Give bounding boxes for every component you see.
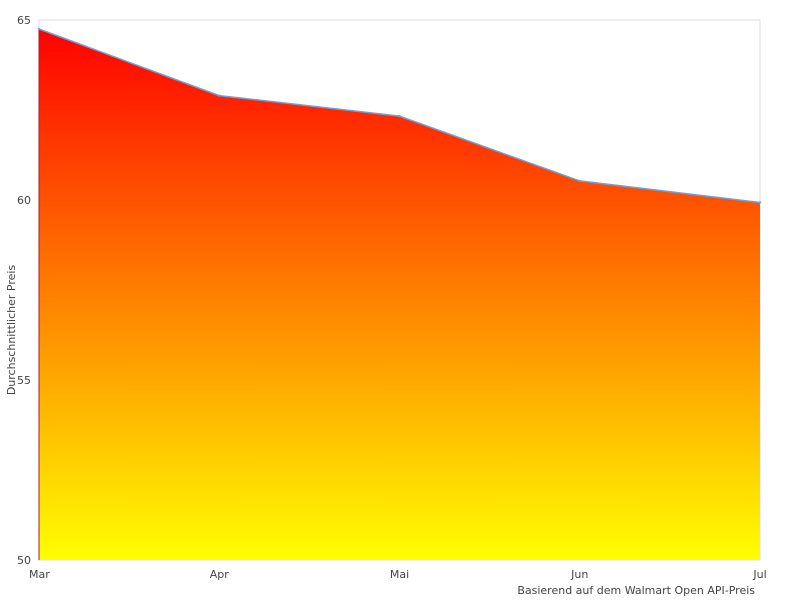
area-fill [39,29,760,560]
y-tick-label: 50 [17,554,31,567]
source-note: Basierend auf dem Walmart Open API-Preis [517,584,755,597]
data-point-mai [398,114,401,118]
data-point-apr [218,94,221,97]
y-axis-ticks: 50 55 60 65 [17,14,31,567]
x-axis-ticks: Mar Apr Mai Jun Jul [29,568,767,581]
data-points [37,27,762,204]
x-tick-label: Mai [390,568,409,581]
x-tick-label: Mar [29,568,50,581]
y-axis-title: Durchschnittlicher Preis [5,265,18,396]
y-tick-label: 60 [17,194,31,207]
y-tick-label: 65 [17,14,31,27]
x-tick-label: Apr [210,568,230,581]
data-point-jun [578,179,581,183]
data-point-mar [37,27,41,31]
y-tick-label: 55 [17,374,31,387]
x-tick-label: Jun [570,568,588,581]
x-tick-label: Jul [752,568,766,581]
data-point-jul [758,201,762,204]
